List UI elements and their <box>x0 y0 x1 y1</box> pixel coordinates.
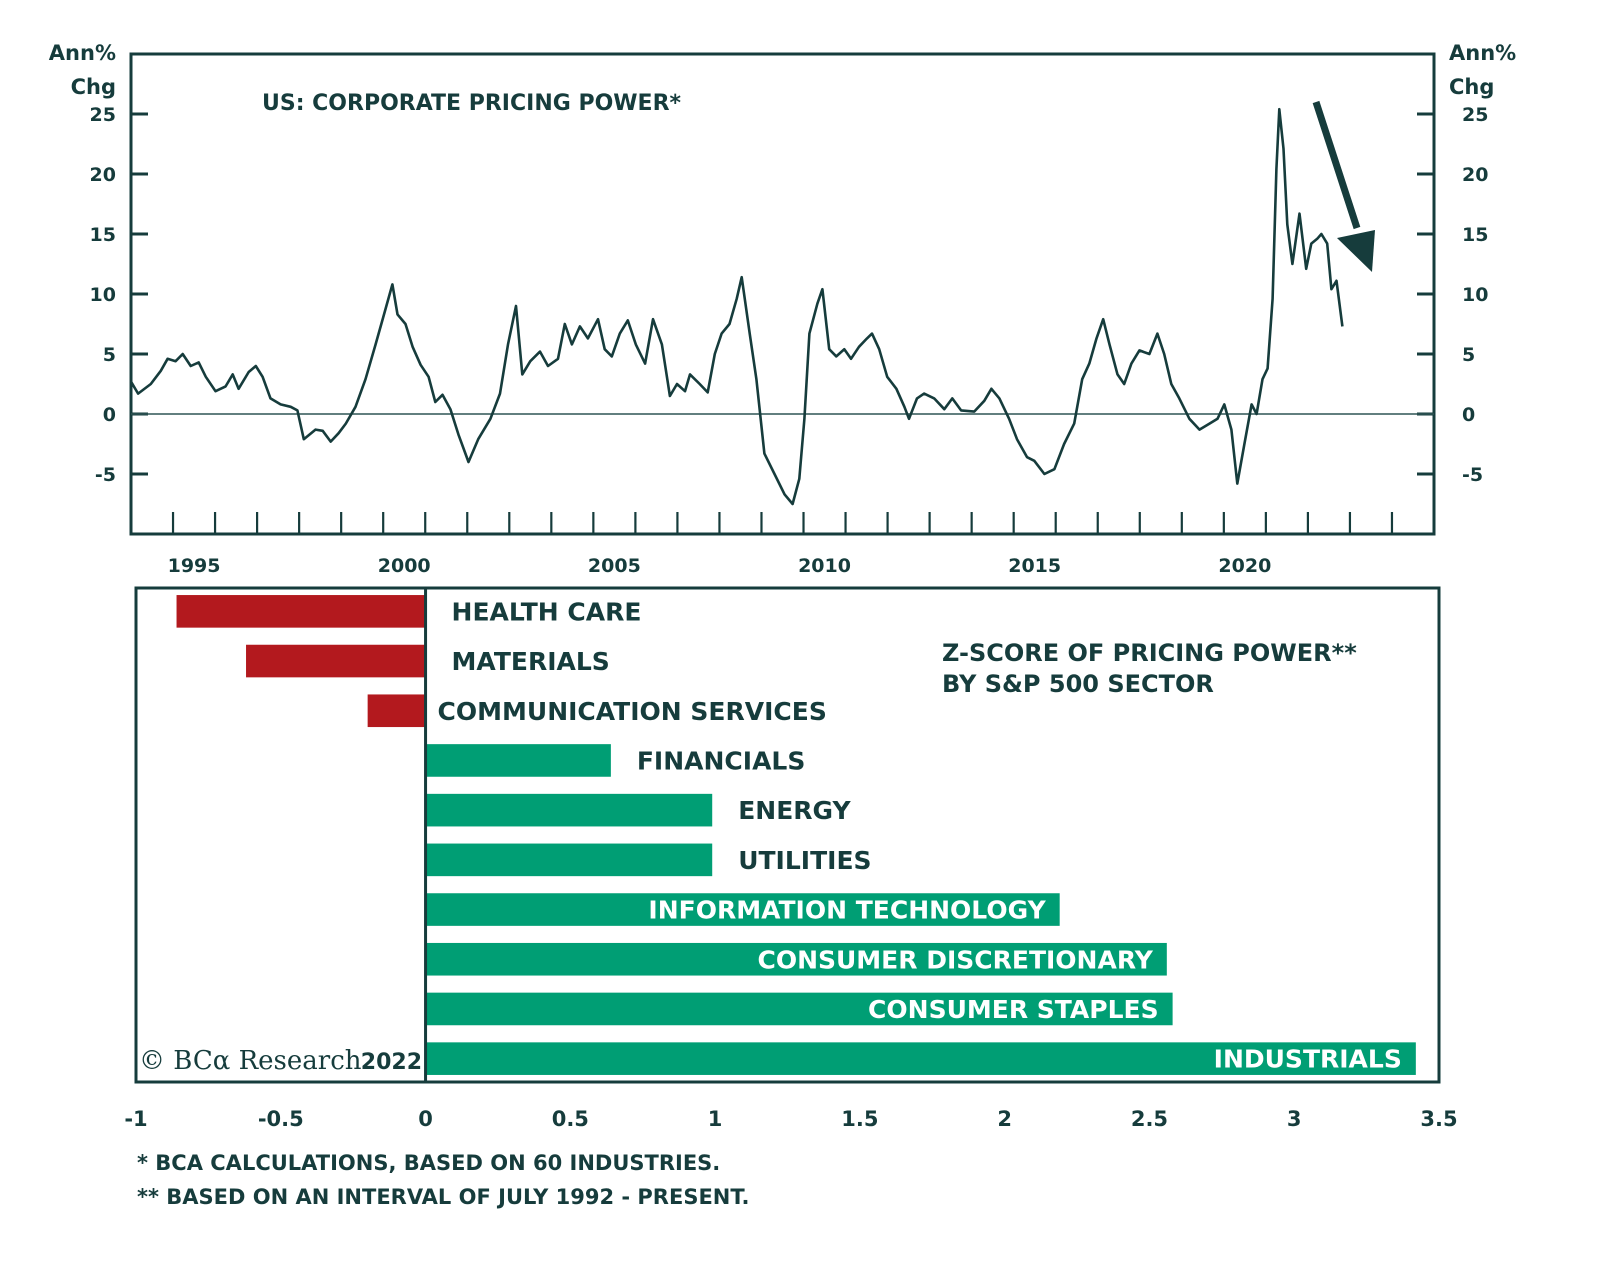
y-tick-label-right: 5 <box>1462 344 1475 366</box>
y-tick-label-right: 15 <box>1462 224 1488 246</box>
bar-chart-title-line1: Z-SCORE OF PRICING POWER** <box>942 639 1357 667</box>
bar-consumer-staples <box>425 992 1173 1026</box>
bar-label: CONSUMER STAPLES <box>868 995 1159 1024</box>
y-tick-label-left: 0 <box>103 404 116 426</box>
x-tick-label: 2005 <box>588 555 641 577</box>
left-y-axis-label-line1: Ann% <box>49 41 116 65</box>
brand-year: 2022 <box>361 1050 422 1075</box>
y-tick-label-left: 10 <box>90 284 116 306</box>
series-line-pricing-power <box>129 107 1344 506</box>
line-plot-frame <box>129 52 1436 536</box>
footnote-2: ** BASED ON AN INTERVAL OF JULY 1992 - P… <box>137 1185 749 1209</box>
x-tick-label: 2000 <box>378 555 431 577</box>
bar-x-axis-tick-labels: -1 -0.5 0 0.5 1 1.5 2 2.5 3 3.5 <box>124 1107 1457 1131</box>
bar-consumer-discretionary <box>425 942 1167 976</box>
bar-label: CONSUMER DISCRETIONARY <box>757 945 1153 974</box>
line-chart-panel: Ann% Chg Ann% Chg US: CORPORATE PRICING … <box>49 41 1516 577</box>
bar-label: INFORMATION TECHNOLOGY <box>648 896 1046 925</box>
x-tick-label: 1995 <box>168 555 221 577</box>
bar-health-care <box>176 595 426 628</box>
bar-communication-services <box>367 694 426 728</box>
right-y-axis-label-line2: Chg <box>1449 75 1494 99</box>
bar-energy <box>425 793 713 827</box>
bar-information-technology <box>425 893 1060 926</box>
x-tick-label: 2010 <box>798 555 851 577</box>
y-tick-label-right: -5 <box>1462 464 1483 486</box>
bar-x-tick-label: -0.5 <box>258 1107 304 1131</box>
left-y-axis-label-line2: Chg <box>71 75 116 99</box>
y-tick-label-left: 25 <box>90 104 116 126</box>
bar-label: MATERIALS <box>452 647 610 676</box>
bar-x-tick-label: 1.5 <box>841 1107 878 1131</box>
bar-x-tick-label: 1 <box>708 1107 723 1131</box>
bar-chart-title-line2: BY S&P 500 SECTOR <box>942 670 1214 698</box>
bar-x-tick-label: 2 <box>997 1107 1012 1131</box>
y-tick-label-left: 20 <box>90 164 116 186</box>
y-tick-label-right: 20 <box>1462 164 1488 186</box>
bar-label: FINANCIALS <box>637 746 806 775</box>
bar-industrials <box>425 1042 1416 1075</box>
bar-financials <box>425 744 611 777</box>
footnote-1: * BCA CALCULATIONS, BASED ON 60 INDUSTRI… <box>137 1151 720 1175</box>
y-tick-label-left: 15 <box>90 224 116 246</box>
bar-x-tick-label: 3.5 <box>1420 1107 1457 1131</box>
y-axis-ticks: 25 25 20 20 15 15 10 10 5 5 0 0 -5 -5 <box>90 104 1489 486</box>
bar-x-tick-label: 0 <box>418 1107 433 1131</box>
bars-group: HEALTH CARE MATERIALS COMMUNICATION SERVIC… <box>176 595 1416 1075</box>
trend-arrow-icon <box>1312 100 1375 272</box>
bar-label: UTILITIES <box>738 846 871 875</box>
right-y-axis-label-line1: Ann% <box>1449 41 1516 65</box>
y-tick-label-left: 5 <box>103 344 116 366</box>
x-tick-label: 2020 <box>1218 555 1271 577</box>
bar-x-tick-label: 2.5 <box>1131 1107 1168 1131</box>
bar-label: INDUSTRIALS <box>1214 1045 1402 1074</box>
bar-x-tick-label: 3 <box>1287 1107 1302 1131</box>
bar-utilities <box>425 843 713 877</box>
brand-logo: © BCα Research <box>139 1046 362 1076</box>
bar-materials <box>246 644 426 678</box>
y-tick-label-right: 10 <box>1462 284 1488 306</box>
bar-x-tick-label: -1 <box>124 1107 147 1131</box>
bar-label: ENERGY <box>738 796 851 825</box>
bar-x-tick-label: 0.5 <box>552 1107 589 1131</box>
bar-label: COMMUNICATION SERVICES <box>438 697 827 726</box>
x-tick-label: 2015 <box>1008 555 1061 577</box>
x-axis-ticks: 1995 2000 2005 2010 2015 2020 <box>168 512 1394 577</box>
line-chart-title: US: CORPORATE PRICING POWER* <box>262 91 682 116</box>
y-tick-label-right: 25 <box>1462 104 1488 126</box>
y-tick-label-left: -5 <box>95 464 116 486</box>
bar-label: HEALTH CARE <box>452 597 642 626</box>
y-tick-label-right: 0 <box>1462 404 1475 426</box>
bar-chart-panel: HEALTH CARE MATERIALS COMMUNICATION SERVIC… <box>124 586 1458 1131</box>
bar-plot-frame <box>134 586 1441 1084</box>
